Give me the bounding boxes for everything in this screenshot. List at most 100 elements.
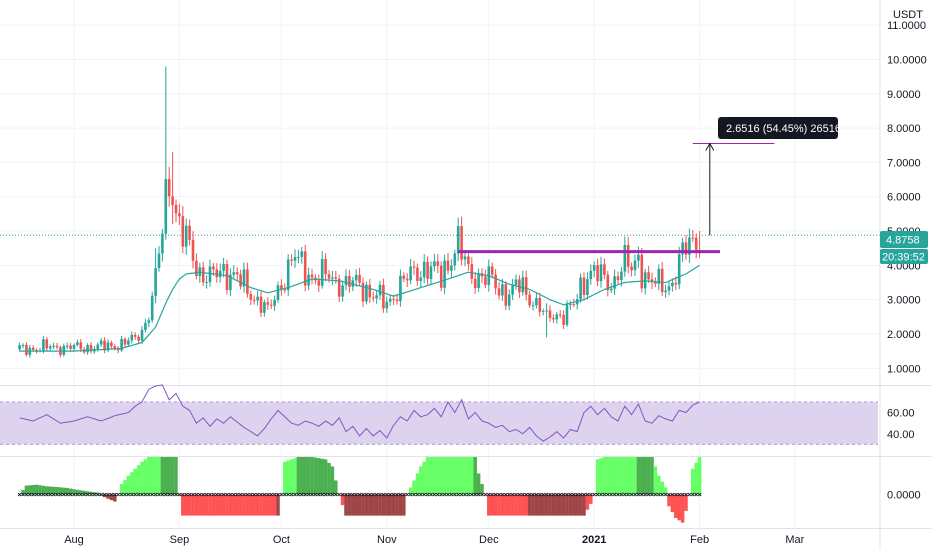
candle[interactable]: [222, 263, 225, 271]
candle[interactable]: [86, 345, 89, 353]
oscillator-bar[interactable]: [385, 494, 389, 516]
candle[interactable]: [127, 340, 130, 345]
candle[interactable]: [494, 274, 497, 289]
oscillator-bar[interactable]: [558, 494, 562, 516]
candle[interactable]: [664, 290, 667, 293]
oscillator-bar[interactable]: [555, 494, 559, 516]
oscillator-bar[interactable]: [334, 480, 338, 495]
candle[interactable]: [382, 284, 385, 309]
candle[interactable]: [239, 274, 242, 287]
oscillator-bar[interactable]: [323, 459, 328, 495]
candle[interactable]: [25, 344, 28, 355]
oscillator-bar[interactable]: [249, 494, 253, 516]
candle[interactable]: [521, 277, 525, 293]
candle[interactable]: [647, 272, 650, 280]
candle[interactable]: [283, 289, 287, 291]
candle[interactable]: [671, 282, 674, 287]
candle[interactable]: [558, 314, 562, 316]
oscillator-bar[interactable]: [167, 457, 171, 495]
oscillator-bar[interactable]: [106, 494, 110, 499]
candle[interactable]: [35, 349, 38, 351]
candle[interactable]: [633, 260, 637, 271]
oscillator-bar[interactable]: [609, 457, 613, 495]
oscillator-bar[interactable]: [252, 494, 256, 516]
candle[interactable]: [133, 334, 137, 337]
candle[interactable]: [497, 288, 501, 296]
candle[interactable]: [416, 267, 419, 281]
oscillator-bar[interactable]: [160, 457, 165, 495]
oscillator-bar[interactable]: [45, 486, 49, 495]
oscillator-bar[interactable]: [544, 494, 549, 516]
oscillator-bar[interactable]: [58, 487, 63, 495]
oscillator-bar[interactable]: [439, 457, 443, 495]
oscillator-bar[interactable]: [41, 485, 46, 495]
candle[interactable]: [456, 226, 460, 254]
oscillator-bar[interactable]: [31, 484, 35, 495]
candle[interactable]: [504, 284, 508, 306]
candle[interactable]: [171, 196, 174, 206]
oscillator-bar[interactable]: [633, 457, 637, 495]
candle[interactable]: [76, 342, 79, 345]
oscillator-bar[interactable]: [548, 494, 552, 516]
candle[interactable]: [565, 304, 569, 325]
oscillator-bar[interactable]: [476, 473, 481, 495]
oscillator-bar[interactable]: [602, 457, 607, 495]
oscillator-bar[interactable]: [109, 494, 114, 501]
oscillator-bar[interactable]: [296, 457, 301, 495]
oscillator-bar[interactable]: [497, 494, 501, 516]
candle[interactable]: [681, 242, 684, 255]
oscillator-bar[interactable]: [313, 457, 318, 495]
candle[interactable]: [215, 269, 219, 278]
oscillator-bar[interactable]: [425, 457, 430, 495]
candle[interactable]: [368, 284, 372, 298]
candle[interactable]: [620, 271, 623, 280]
oscillator-bar[interactable]: [68, 488, 73, 495]
candle[interactable]: [436, 261, 440, 266]
oscillator-bar[interactable]: [531, 494, 535, 516]
oscillator-bar[interactable]: [480, 483, 484, 495]
candle[interactable]: [263, 302, 266, 313]
candle[interactable]: [453, 253, 457, 266]
main-price-pane[interactable]: [0, 0, 880, 530]
candle[interactable]: [552, 318, 555, 320]
oscillator-bar[interactable]: [422, 461, 426, 495]
oscillator-bar[interactable]: [130, 472, 134, 495]
oscillator-bar[interactable]: [415, 473, 420, 495]
oscillator-bar[interactable]: [697, 457, 702, 495]
candle[interactable]: [45, 339, 49, 349]
candle[interactable]: [113, 346, 117, 350]
oscillator-bar[interactable]: [262, 494, 267, 516]
oscillator-bar[interactable]: [691, 468, 695, 495]
candle[interactable]: [331, 277, 334, 279]
oscillator-bar[interactable]: [684, 494, 688, 511]
candle[interactable]: [592, 265, 596, 271]
oscillator-bar[interactable]: [208, 494, 212, 516]
oscillator-bar[interactable]: [269, 494, 273, 516]
candle[interactable]: [99, 340, 103, 345]
candle[interactable]: [300, 251, 304, 257]
candle[interactable]: [184, 225, 188, 247]
oscillator-bar[interactable]: [310, 457, 314, 495]
oscillator-bar[interactable]: [650, 457, 654, 495]
candle[interactable]: [385, 301, 389, 309]
oscillator-bar[interactable]: [170, 457, 175, 495]
candle[interactable]: [164, 179, 168, 234]
candle[interactable]: [402, 275, 406, 279]
oscillator-bar[interactable]: [164, 457, 168, 495]
candle[interactable]: [603, 264, 606, 275]
oscillator-bar[interactable]: [466, 457, 471, 495]
candle[interactable]: [473, 278, 477, 289]
oscillator-bar[interactable]: [48, 486, 52, 495]
oscillator-bar[interactable]: [653, 466, 658, 495]
candle[interactable]: [317, 280, 321, 286]
oscillator-bar[interactable]: [449, 457, 454, 495]
oscillator-bar[interactable]: [184, 494, 188, 516]
candle[interactable]: [290, 259, 293, 261]
oscillator-bar[interactable]: [368, 494, 372, 516]
candle[interactable]: [528, 294, 531, 306]
candle[interactable]: [256, 296, 259, 301]
oscillator-bar[interactable]: [293, 458, 297, 495]
candle[interactable]: [555, 314, 559, 320]
oscillator-bar[interactable]: [412, 480, 416, 495]
